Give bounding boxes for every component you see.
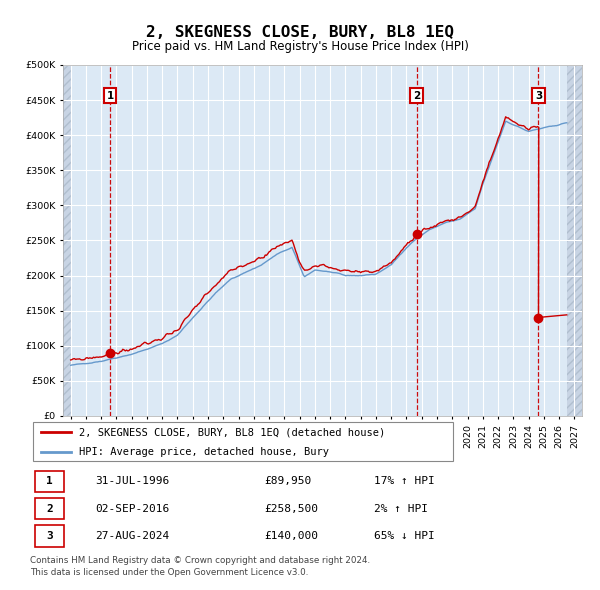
Text: Price paid vs. HM Land Registry's House Price Index (HPI): Price paid vs. HM Land Registry's House … <box>131 40 469 53</box>
Text: 02-SEP-2016: 02-SEP-2016 <box>95 504 170 514</box>
Text: 2, SKEGNESS CLOSE, BURY, BL8 1EQ: 2, SKEGNESS CLOSE, BURY, BL8 1EQ <box>146 25 454 40</box>
FancyBboxPatch shape <box>35 498 64 519</box>
Text: 2: 2 <box>46 504 53 514</box>
FancyBboxPatch shape <box>33 422 453 461</box>
Text: £89,950: £89,950 <box>265 477 312 486</box>
FancyBboxPatch shape <box>35 525 64 547</box>
Text: 65% ↓ HPI: 65% ↓ HPI <box>374 531 435 541</box>
Text: 31-JUL-1996: 31-JUL-1996 <box>95 477 170 486</box>
Text: 27-AUG-2024: 27-AUG-2024 <box>95 531 170 541</box>
Text: 3: 3 <box>46 531 53 541</box>
Text: Contains HM Land Registry data © Crown copyright and database right 2024.: Contains HM Land Registry data © Crown c… <box>30 556 370 565</box>
Text: HPI: Average price, detached house, Bury: HPI: Average price, detached house, Bury <box>79 447 329 457</box>
Text: 2: 2 <box>413 91 421 101</box>
Text: 1: 1 <box>106 91 113 101</box>
Bar <box>567 65 582 416</box>
Text: 3: 3 <box>535 91 542 101</box>
Text: £140,000: £140,000 <box>265 531 319 541</box>
Text: 1: 1 <box>46 477 53 486</box>
Text: 2% ↑ HPI: 2% ↑ HPI <box>374 504 428 514</box>
Text: This data is licensed under the Open Government Licence v3.0.: This data is licensed under the Open Gov… <box>30 568 308 576</box>
Text: 17% ↑ HPI: 17% ↑ HPI <box>374 477 435 486</box>
Text: 2, SKEGNESS CLOSE, BURY, BL8 1EQ (detached house): 2, SKEGNESS CLOSE, BURY, BL8 1EQ (detach… <box>79 427 385 437</box>
Bar <box>63 65 71 416</box>
FancyBboxPatch shape <box>35 471 64 492</box>
Text: £258,500: £258,500 <box>265 504 319 514</box>
